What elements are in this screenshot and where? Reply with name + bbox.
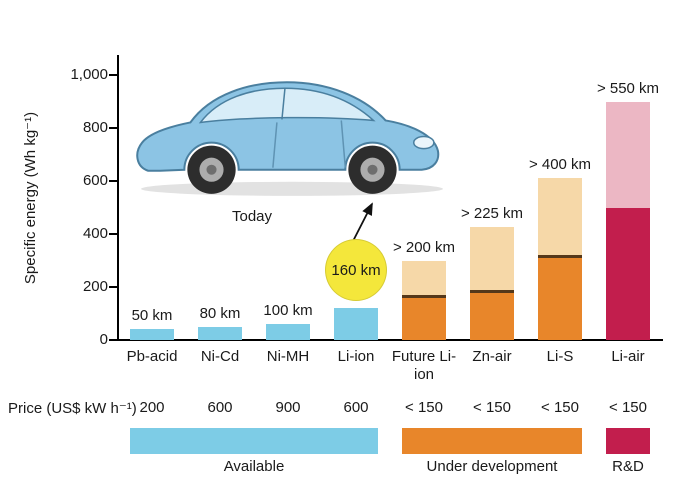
bar-category-label: Ni-MH — [266, 348, 310, 365]
bar-segment-solid — [334, 308, 378, 340]
today-range-circle: 160 km — [325, 239, 387, 302]
bar-category-label: Li-S — [546, 348, 574, 365]
y-tick-label: 400 — [82, 225, 108, 242]
bar-segment-projected — [402, 260, 446, 295]
bar-range-label: 100 km — [263, 302, 313, 320]
car-photo — [126, 58, 458, 204]
y-tick-mark — [109, 74, 117, 76]
price-value: < 150 — [609, 399, 647, 416]
y-tick-mark — [109, 339, 117, 341]
y-tick-label: 800 — [82, 119, 108, 136]
price-row-label: Price (US$ kW h⁻¹) — [8, 400, 137, 417]
y-axis-line — [117, 55, 119, 340]
y-tick-mark — [109, 127, 117, 129]
y-tick-label: 0 — [99, 331, 108, 348]
bar-segment-projected — [538, 178, 582, 256]
legend-label: R&D — [612, 458, 644, 475]
bar-segment-solid — [470, 289, 514, 340]
bar-category-label: Zn-air — [472, 348, 512, 365]
bar-category-label: Future Li-ion — [391, 348, 457, 383]
bar-category-label: Ni-Cd — [200, 348, 240, 365]
price-value: 600 — [207, 399, 233, 416]
bar-range-label: 50 km — [131, 307, 173, 325]
price-value: 200 — [139, 399, 165, 416]
bar-segment-solid — [606, 207, 650, 340]
price-value: < 150 — [405, 399, 443, 416]
bar-range-label: > 200 km — [392, 238, 456, 256]
legend-label: Under development — [426, 458, 558, 475]
electric-car-illustration — [136, 81, 443, 196]
price-value: < 150 — [473, 399, 511, 416]
price-value: < 150 — [541, 399, 579, 416]
y-tick-label: 1,000 — [70, 66, 108, 83]
bar-category-label: Pb-acid — [126, 348, 178, 365]
bar-segment-projected — [470, 227, 514, 290]
x-axis-line — [117, 339, 663, 341]
bar-range-label: > 400 km — [528, 156, 592, 174]
bar-segment-solid — [402, 294, 446, 340]
y-axis-title: Specific energy (Wh kg⁻¹) — [22, 111, 39, 285]
bar-range-label: > 550 km — [596, 79, 660, 97]
bar-segment-solid — [266, 324, 310, 340]
y-tick-label: 600 — [82, 172, 108, 189]
bar-range-label: > 225 km — [460, 205, 524, 223]
legend-swatch-available — [130, 428, 378, 454]
bar-segment-solid — [198, 326, 242, 340]
bar-segment-solid — [538, 255, 582, 340]
price-value: 900 — [275, 399, 301, 416]
legend-swatch-under_dev — [402, 428, 582, 454]
y-tick-mark — [109, 286, 117, 288]
price-value: 600 — [343, 399, 369, 416]
bar-category-label: Li-ion — [337, 348, 375, 365]
y-tick-label: 200 — [82, 278, 108, 295]
y-tick-mark — [109, 180, 117, 182]
bar-category-label: Li-air — [611, 348, 645, 365]
legend-label: Available — [223, 458, 285, 475]
legend-swatch-rd — [606, 428, 650, 454]
y-tick-mark — [109, 233, 117, 235]
today-label: Today — [232, 208, 273, 225]
bar-segment-solid — [130, 329, 174, 340]
bar-segment-projected — [606, 101, 650, 208]
bar-range-label: 80 km — [199, 304, 241, 322]
